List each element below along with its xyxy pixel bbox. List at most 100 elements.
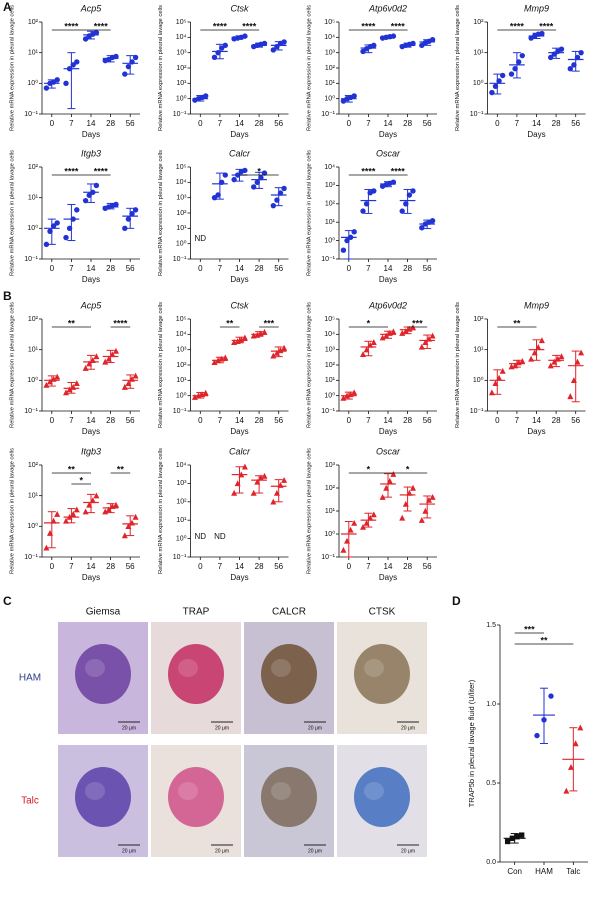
point xyxy=(578,349,585,356)
y-tick-label: 10² xyxy=(28,316,39,323)
point xyxy=(558,353,565,360)
y-axis-label: Relative mRNA expression in pleural lava… xyxy=(10,302,16,428)
point xyxy=(54,77,60,83)
y-tick-label: 10⁵ xyxy=(324,316,335,323)
x-tick-label: 14 xyxy=(235,264,244,273)
y-tick-label: 10¹ xyxy=(325,80,336,87)
y-axis-label: Relative mRNA expression in pleural lava… xyxy=(158,5,164,131)
point xyxy=(567,66,574,72)
point xyxy=(568,764,574,770)
significance-label: ** xyxy=(226,318,234,328)
point xyxy=(577,724,584,731)
x-tick-label: 28 xyxy=(255,416,264,425)
x-axis-label: Days xyxy=(379,427,397,436)
x-tick-label: 28 xyxy=(106,264,115,273)
point xyxy=(112,501,119,508)
point xyxy=(548,693,554,699)
scale-bar-label: 20 μm xyxy=(215,725,229,731)
x-tick-label: 0 xyxy=(50,416,55,425)
y-tick-label: 10⁻¹ xyxy=(173,408,187,415)
x-axis-label: Days xyxy=(379,573,397,582)
point xyxy=(63,389,70,396)
x-tick-label: 56 xyxy=(274,416,283,425)
x-tick-label: 0 xyxy=(495,119,500,128)
point xyxy=(132,207,139,213)
point xyxy=(399,208,405,214)
x-tick-label: 28 xyxy=(403,416,412,425)
y-tick-label: 10⁻¹ xyxy=(321,111,335,118)
y-tick-label: 10⁴ xyxy=(176,179,187,186)
x-tick-label: 56 xyxy=(423,562,432,571)
y-tick-label: 10⁰ xyxy=(176,240,187,248)
scale-bar-label: 20 μm xyxy=(122,848,136,854)
y-axis-label: Relative mRNA expression in pleural lava… xyxy=(455,302,461,428)
y-tick-label: 10³ xyxy=(325,462,336,469)
x-tick-label: 56 xyxy=(126,562,135,571)
point xyxy=(132,54,139,61)
point xyxy=(63,517,70,524)
column-label: CTSK xyxy=(369,607,396,618)
significance-label: * xyxy=(79,475,83,485)
point xyxy=(202,93,209,99)
panel-label: B xyxy=(3,289,12,303)
y-tick-label: 10⁵ xyxy=(176,164,187,171)
cell xyxy=(271,659,291,677)
x-tick-label: 14 xyxy=(235,119,244,128)
x-axis-label: Days xyxy=(82,130,100,139)
significance-label: **** xyxy=(361,166,376,176)
point xyxy=(518,832,525,838)
chart-title: Calcr xyxy=(229,446,251,456)
x-tick-label: 28 xyxy=(552,416,561,425)
y-tick-label: 10⁴ xyxy=(176,462,187,469)
x-axis-label: Days xyxy=(230,427,248,436)
point xyxy=(93,29,100,36)
y-axis-label: Relative mRNA expression in pleural lava… xyxy=(307,448,313,574)
x-tick-label: 7 xyxy=(218,119,223,128)
y-tick-label: 10² xyxy=(473,316,484,323)
x-axis-label: Days xyxy=(379,130,397,139)
y-tick-label: 10³ xyxy=(325,347,336,354)
point xyxy=(43,85,50,91)
x-tick-label: 14 xyxy=(235,416,244,425)
significance-label: ** xyxy=(513,318,521,328)
point xyxy=(499,72,506,79)
cell xyxy=(354,644,410,704)
cell xyxy=(178,659,198,677)
y-tick-label: 10² xyxy=(176,499,187,506)
y-tick-label: 10¹ xyxy=(176,225,187,232)
x-tick-label: 7 xyxy=(218,416,223,425)
x-tick-label: 7 xyxy=(218,562,223,571)
scale-bar-label: 20 μm xyxy=(122,725,136,731)
y-tick-label: 10⁵ xyxy=(176,19,187,26)
x-tick-label: 14 xyxy=(87,264,96,273)
y-tick-label: 10⁴ xyxy=(176,331,187,338)
significance-label: **** xyxy=(94,21,109,31)
chart-title: Ctsk xyxy=(231,3,250,13)
point xyxy=(281,344,288,351)
x-axis-label: Days xyxy=(230,130,248,139)
x-tick-label: 0 xyxy=(198,264,203,273)
point xyxy=(572,740,579,747)
scale-bar-label: 20 μm xyxy=(401,725,415,731)
point xyxy=(202,389,209,396)
significance-label: ** xyxy=(68,318,76,328)
x-tick-label: 0 xyxy=(347,264,352,273)
y-axis-label: Relative mRNA expression in pleural lava… xyxy=(158,302,164,428)
point xyxy=(371,42,377,49)
y-tick-label: 10⁴ xyxy=(324,34,335,41)
point xyxy=(360,208,366,214)
point xyxy=(211,54,218,60)
point xyxy=(351,93,357,99)
significance-label: **** xyxy=(94,166,109,176)
chart-title: Mmp9 xyxy=(524,3,549,13)
point xyxy=(418,516,425,523)
significance-label: **** xyxy=(391,21,406,31)
x-tick-label: 56 xyxy=(571,416,580,425)
x-axis-label: Days xyxy=(230,573,248,582)
x-tick-label: 7 xyxy=(366,119,371,128)
point xyxy=(261,472,268,479)
row-label: HAM xyxy=(19,673,41,684)
x-tick-label: 14 xyxy=(532,416,541,425)
y-axis-label: Relative mRNA expression in pleural lava… xyxy=(307,5,313,131)
cell xyxy=(85,659,105,677)
